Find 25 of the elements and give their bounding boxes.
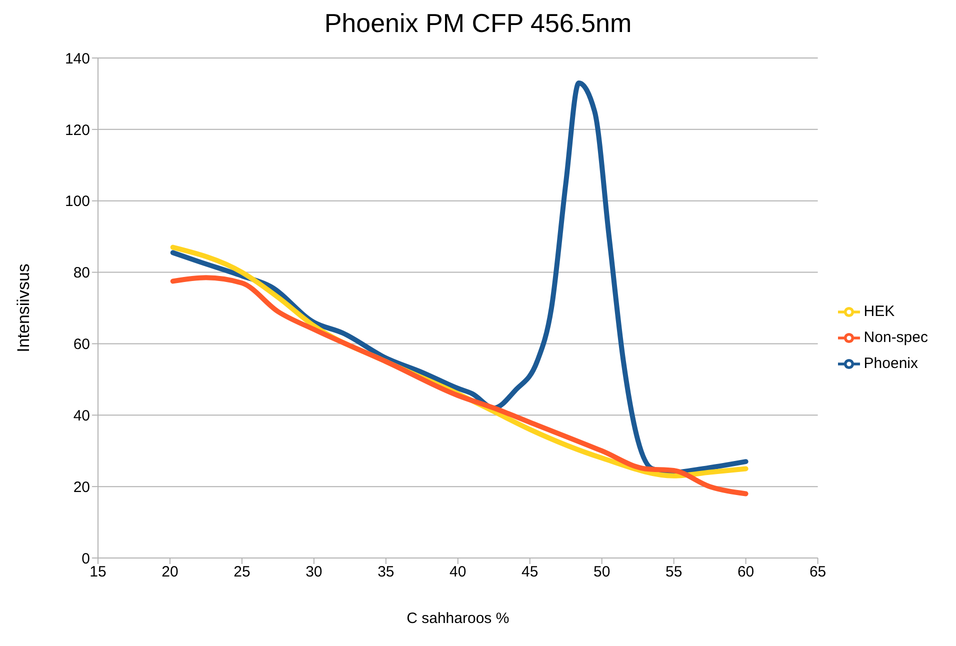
y-tick-label: 120 [64,122,90,139]
x-tick-label: 55 [665,564,682,581]
legend-label: Phoenix [864,355,918,372]
y-tick-label: 80 [73,264,90,282]
x-tick-label: 20 [162,564,178,581]
y-axis-title: Intensiivsus [14,264,34,352]
y-tick-label: 140 [64,50,90,68]
y-tick-label: 100 [64,193,90,210]
legend-label: Non-spec [864,329,928,346]
x-tick-label: 15 [90,564,106,581]
x-tick-label: 25 [234,564,250,581]
x-tick-label: 30 [306,564,322,581]
x-axis-title: C sahharoos % [406,610,510,627]
legend-label: HEK [864,303,895,320]
y-tick-label: 60 [73,336,90,354]
x-tick-label: 65 [809,564,826,581]
x-tick-label: 45 [522,564,538,581]
chart-title: Phoenix PM CFP 456.5nm [323,8,633,40]
y-tick-label: 20 [73,478,90,496]
x-tick-label: 35 [378,564,394,581]
x-tick-label: 40 [450,564,466,581]
x-tick-label: 60 [737,564,754,581]
y-tick-label: 0 [82,550,90,568]
y-tick-label: 40 [73,407,90,424]
x-tick-label: 50 [594,564,610,581]
